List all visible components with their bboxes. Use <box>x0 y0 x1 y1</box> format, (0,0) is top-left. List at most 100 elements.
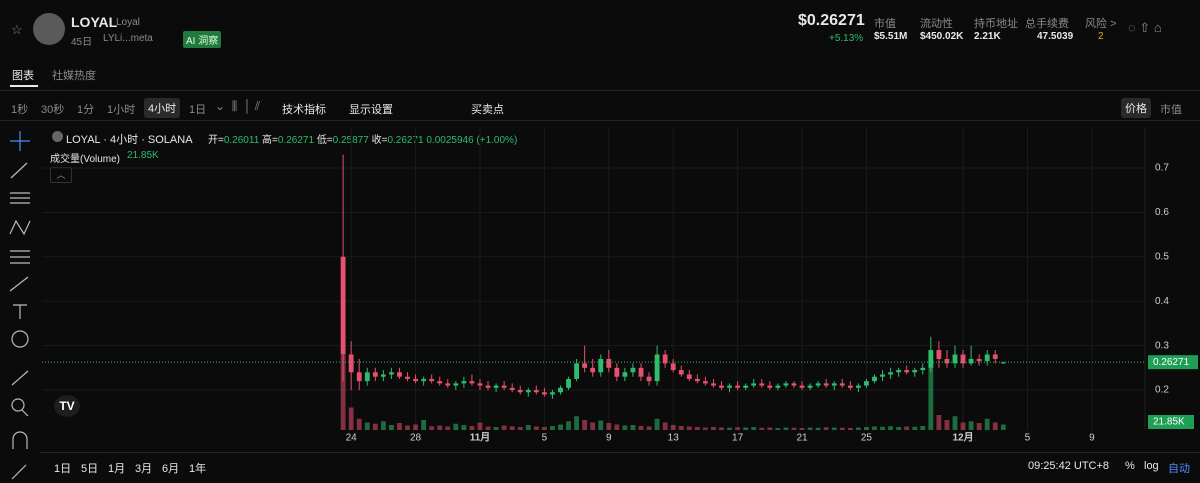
candle-body <box>582 363 588 368</box>
display-settings[interactable]: 显示设置 <box>349 104 393 116</box>
candle-body <box>831 383 837 386</box>
range[interactable]: 1年 <box>189 463 207 475</box>
percent-toggle[interactable]: % <box>1125 460 1135 472</box>
ohlc-label: 收= <box>371 135 388 146</box>
x-tick-label: 9 <box>606 433 612 444</box>
candle-body <box>847 385 853 388</box>
candle-body <box>670 363 676 371</box>
last-price-label: 0.26271 <box>1153 357 1190 368</box>
candle-body <box>469 381 475 384</box>
volume-bar <box>767 427 773 430</box>
interval[interactable]: 1秒 <box>11 104 29 116</box>
volume-bar <box>437 425 443 430</box>
volume-bar <box>936 415 942 430</box>
volume-bar <box>533 426 539 430</box>
star[interactable]: ☆ <box>11 22 23 37</box>
mode[interactable]: 市值 <box>1160 104 1182 116</box>
volume-bar <box>727 427 732 430</box>
volume-bar <box>622 425 628 430</box>
interval-active[interactable]: 4小时 <box>144 98 181 118</box>
volume-tag-label: 21.85K <box>1153 417 1185 428</box>
log-toggle[interactable]: log <box>1144 460 1159 472</box>
y-tick-label: 0.3 <box>1155 340 1169 351</box>
range[interactable]: 6月 <box>162 463 180 475</box>
stat-label: 市值 <box>874 18 896 30</box>
candle-body <box>694 378 700 382</box>
drawing-tools[interactable] <box>0 121 40 483</box>
volume-bar <box>348 407 354 430</box>
interval[interactable]: 1小时 <box>107 104 136 116</box>
volume-bar <box>558 424 563 430</box>
volume-bar <box>525 425 531 430</box>
candle-body <box>646 376 652 382</box>
candle-body <box>364 372 370 382</box>
ai-button[interactable]: AI 洞察 <box>183 31 222 48</box>
token-address[interactable]: LYLi...meta <box>103 33 153 44</box>
token-age: 45日 <box>71 37 93 48</box>
candle-body <box>904 370 910 373</box>
stat-label: 持币地址 <box>974 18 1018 30</box>
range[interactable]: 3月 <box>135 463 153 475</box>
volume-bar <box>566 421 571 430</box>
divider <box>0 90 1200 91</box>
interval[interactable]: 1日 <box>189 104 207 116</box>
volume-bar <box>421 420 427 430</box>
volume-label: 成交量(Volume) <box>50 154 121 165</box>
candle-body <box>984 354 990 362</box>
candle-body <box>421 378 427 382</box>
volume-bar <box>461 425 467 430</box>
tv-logo: TV <box>54 395 80 417</box>
x-tick-label: 12月 <box>952 432 973 444</box>
volume-bar <box>702 427 708 430</box>
candle-body <box>517 390 523 393</box>
range[interactable]: 1日 <box>54 463 72 475</box>
stat-value: $5.51M <box>874 31 908 42</box>
stat-label: 流动性 <box>920 18 953 30</box>
volume-bar <box>855 427 861 430</box>
candle-body <box>807 385 813 388</box>
volume-bar <box>791 427 797 430</box>
tab[interactable]: 图表 <box>12 70 34 82</box>
indicators[interactable]: 技术指标 <box>282 104 326 116</box>
candle-body <box>485 385 491 388</box>
risk[interactable]: 风险 > <box>1085 18 1117 30</box>
candle-body <box>590 367 596 373</box>
icons[interactable]: ◌ ⇧ ⌂ <box>1128 20 1162 35</box>
volume-bar <box>992 422 998 430</box>
stat-value: 2.21K <box>974 31 1001 42</box>
range[interactable]: 5日 <box>81 463 99 475</box>
candle-body <box>815 383 821 386</box>
volume-bar <box>864 427 869 430</box>
candle-body <box>509 387 515 391</box>
volume-value: 21.85K <box>127 150 159 161</box>
legend-logo <box>52 131 63 142</box>
volume-bar <box>944 420 950 430</box>
auto-toggle[interactable]: 自动 <box>1168 463 1190 475</box>
toolbar-icons[interactable]: ⌄ ⫼ │ ⫽ <box>215 99 261 113</box>
stat-label: 总手续费 <box>1025 18 1069 30</box>
price-change: +5.13% <box>829 33 864 44</box>
volume-bar <box>598 420 604 430</box>
volume-bar <box>839 427 845 430</box>
ohlc-value: 0.26011 <box>223 135 260 146</box>
volume-bar <box>984 418 990 430</box>
candle-body <box>622 372 628 377</box>
token-alias: Loyal <box>116 17 140 28</box>
ohlc-change: 0.0025946 (+1.00%) <box>426 135 518 146</box>
interval[interactable]: 1分 <box>77 104 95 116</box>
volume-bar <box>783 427 789 430</box>
candle-body <box>461 381 467 384</box>
tab[interactable]: 社媒热度 <box>52 70 96 82</box>
y-tick-label: 0.5 <box>1155 251 1169 262</box>
volume-bar <box>968 421 974 430</box>
trades[interactable]: 买卖点 <box>471 104 504 116</box>
price: $0.26271 <box>798 12 865 29</box>
mode-active[interactable]: 价格 <box>1121 98 1151 118</box>
volume-bar <box>686 426 692 430</box>
volume-bar <box>509 426 515 430</box>
candle-body <box>638 367 644 377</box>
interval[interactable]: 30秒 <box>41 104 65 116</box>
range[interactable]: 1月 <box>108 463 126 475</box>
stat-value: $450.02K <box>920 31 964 42</box>
